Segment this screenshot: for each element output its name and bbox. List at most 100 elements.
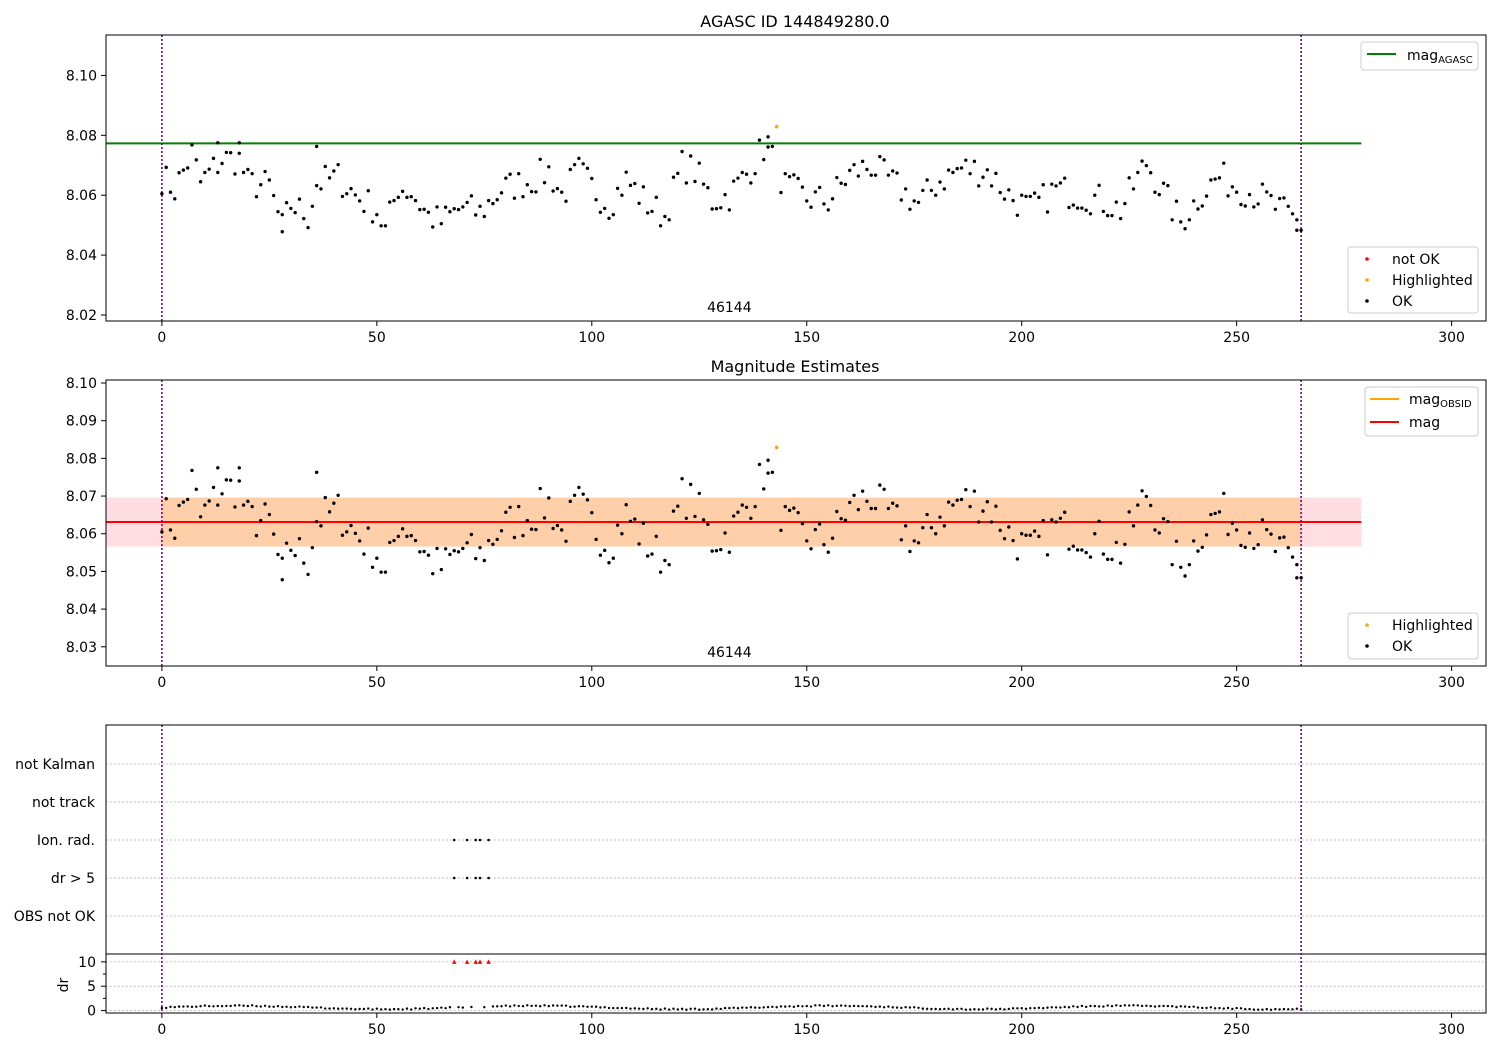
ok-point: [336, 162, 340, 167]
ok-point: [951, 503, 955, 507]
dr-point: [612, 1006, 615, 1010]
ok-point: [194, 487, 198, 491]
ok-point: [830, 536, 835, 540]
ok-point: [495, 198, 499, 202]
dr-point: [947, 1007, 950, 1011]
dr-point: [448, 1006, 452, 1009]
ok-point: [400, 189, 405, 194]
dr-point: [590, 1005, 593, 1008]
dr-point: [986, 1007, 989, 1010]
ok-point: [1273, 207, 1278, 211]
dr-point: [736, 1007, 740, 1010]
dr-point: [788, 1005, 791, 1008]
ok-point: [964, 487, 968, 492]
ok-point: [392, 538, 396, 543]
x-tick-label: 250: [1223, 675, 1250, 691]
ok-point: [964, 158, 968, 162]
ok-point: [843, 182, 848, 187]
dr-point: [1076, 1005, 1079, 1009]
dr-point: [405, 1007, 409, 1010]
ok-point: [736, 176, 740, 180]
ok-point: [822, 542, 826, 547]
x-tick-label: 300: [1438, 330, 1465, 346]
x-tick-label: 50: [368, 1022, 386, 1038]
ok-point: [319, 187, 323, 191]
ok-point: [891, 501, 895, 505]
ok-point: [693, 179, 697, 184]
ok-point: [310, 204, 315, 209]
ok-point: [413, 538, 418, 543]
ok-point: [362, 209, 366, 214]
dr-point: [1196, 1006, 1200, 1009]
ok-point: [1200, 545, 1204, 550]
ok-point: [534, 190, 538, 194]
ok-point: [185, 166, 190, 170]
ok-point: [185, 497, 190, 502]
ok-point: [323, 495, 327, 500]
dr-point: [1153, 1005, 1157, 1008]
ok-point: [1191, 199, 1196, 203]
dr-point: [401, 1008, 404, 1011]
ok-point: [994, 504, 998, 508]
ok-point: [753, 504, 757, 509]
ok-point: [663, 214, 667, 219]
ok-point: [1097, 183, 1101, 188]
ok-point: [259, 518, 263, 523]
dr-point: [577, 1005, 581, 1008]
dr-point: [285, 1005, 288, 1008]
dr-point: [917, 1006, 920, 1009]
ok-point: [314, 519, 319, 524]
ok-point: [615, 186, 620, 191]
ok-point: [684, 516, 689, 520]
dr-point: [547, 1004, 551, 1008]
ok-point: [250, 171, 254, 176]
dr-point: [384, 1007, 387, 1011]
ok-point: [1075, 548, 1080, 552]
ok-point: [224, 150, 229, 155]
ok-point: [564, 539, 568, 543]
agasc-obsid-label: 46144: [707, 300, 752, 316]
ok-point: [293, 210, 297, 215]
ok-point: [891, 169, 895, 173]
dr-clipped-marker: [452, 959, 457, 964]
ok-point: [805, 539, 809, 543]
ok-point: [1204, 194, 1209, 198]
dr-point: [1089, 1004, 1092, 1008]
dr-point: [581, 1005, 585, 1008]
ok-point: [658, 570, 663, 574]
flag-point: [478, 876, 482, 880]
ok-point: [1260, 182, 1265, 186]
ok-point: [934, 193, 938, 197]
ok-point: [366, 189, 370, 193]
dr-point: [319, 1006, 323, 1009]
ok-point: [602, 206, 607, 211]
ok-point: [697, 491, 701, 496]
ok-point: [224, 478, 229, 482]
dr-point: [324, 1007, 327, 1010]
ok-point: [757, 138, 762, 142]
ok-point: [998, 190, 1002, 195]
ok-point: [680, 149, 684, 154]
ok-point: [1080, 548, 1084, 552]
dr-point: [1145, 1004, 1148, 1007]
x-tick-label: 100: [578, 1022, 605, 1038]
ok-point: [173, 536, 177, 540]
dr-point: [530, 1004, 533, 1008]
ok-point: [529, 189, 534, 194]
ok-point: [723, 192, 727, 197]
ok-point: [766, 471, 770, 475]
dr-point: [766, 1005, 770, 1009]
ok-point: [177, 171, 181, 175]
ok-point: [293, 553, 297, 558]
dr-point: [539, 1005, 542, 1008]
ok-point: [762, 487, 766, 491]
dr-point: [246, 1004, 250, 1008]
ok-point: [852, 162, 856, 167]
dr-point: [483, 1006, 486, 1009]
dr-point: [306, 1005, 310, 1009]
dr-point: [616, 1006, 619, 1010]
ok-point: [981, 509, 985, 513]
ok-point: [835, 175, 839, 180]
ok-point: [1161, 181, 1166, 185]
ok-point: [1045, 553, 1050, 557]
